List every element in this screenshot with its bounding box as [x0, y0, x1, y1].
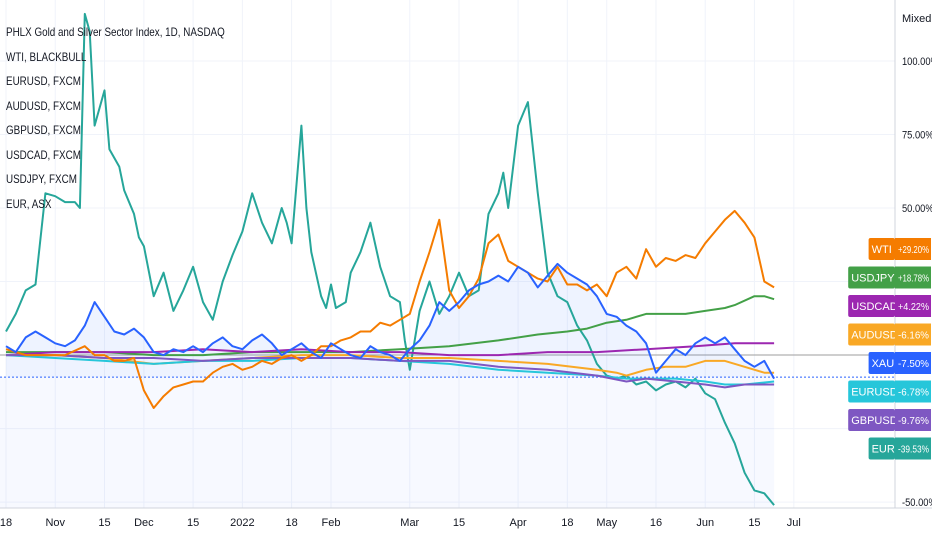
- chart-title[interactable]: PHLX Gold and Silver Sector Index, 1D, N…: [6, 20, 225, 45]
- legend-entry-wti[interactable]: WTI, BLACKBULL: [6, 45, 225, 70]
- scale-mode-label: Mixed: [902, 13, 931, 25]
- price-tag-value: -6.78%: [898, 387, 929, 399]
- x-tick-6: 18: [285, 517, 297, 529]
- price-tag-value: +29.20%: [898, 244, 929, 256]
- legend-entry-usdjpy[interactable]: USDJPY, FXCM: [6, 167, 225, 192]
- price-tag-value: -7.50%: [898, 358, 929, 370]
- price-tag-gbpusd: GBPUSD-9.76%: [848, 409, 931, 431]
- x-tick-12: May: [596, 517, 617, 529]
- price-tag-symbol: WTI: [872, 244, 892, 256]
- y-tick-75: 75.00%: [902, 130, 932, 142]
- x-tick-4: 15: [187, 517, 199, 529]
- x-tick-13: 16: [650, 517, 662, 529]
- legend-entry-eur[interactable]: EUR, ASX: [6, 192, 225, 217]
- price-tag-value: -9.76%: [898, 415, 929, 427]
- price-tag-eur: EUR-39.53%: [869, 438, 931, 460]
- price-tag-usdjpy: USDJPY+18.78%: [848, 267, 931, 289]
- price-tag-symbol: GBPUSD: [851, 415, 898, 427]
- x-tick-1: Nov: [45, 517, 65, 529]
- price-tag-value: -6.16%: [898, 330, 929, 342]
- legend-entry-usdcad[interactable]: USDCAD, FXCM: [6, 143, 225, 168]
- x-tick-11: 18: [561, 517, 573, 529]
- price-tag-value: -39.53%: [898, 444, 929, 456]
- x-tick-9: 15: [453, 517, 465, 529]
- price-tag-wti: WTI +29.20%: [869, 238, 931, 260]
- y-tick-50: 50.00%: [902, 203, 932, 215]
- price-tag-value: +18.78%: [898, 273, 929, 285]
- x-tick-5: 2022: [230, 517, 254, 529]
- price-tag-usdcad: USDCAD+4.22%: [848, 295, 931, 317]
- x-tick-16: Jul: [787, 517, 801, 529]
- x-tick-2: 15: [98, 517, 110, 529]
- y-tick-minus-50: -50.00%: [902, 497, 932, 509]
- price-tag-symbol: XAU: [872, 358, 895, 370]
- price-tag-symbol: AUDUSD: [851, 330, 898, 342]
- x-tick-0: 18: [0, 517, 12, 529]
- xau-area-lower: [0, 377, 774, 508]
- x-tick-8: Mar: [400, 517, 419, 529]
- price-tag-value: +4.22%: [898, 301, 929, 313]
- x-tick-15: 15: [748, 517, 760, 529]
- area-layer: [0, 264, 774, 508]
- x-tick-10: Apr: [510, 517, 527, 529]
- price-tag-xau: XAU-7.50%: [869, 352, 931, 374]
- price-tag-symbol: EURUSD: [851, 387, 898, 399]
- legend-entry-gbpusd[interactable]: GBPUSD, FXCM: [6, 118, 225, 143]
- price-tag-symbol: USDJPY: [851, 273, 895, 285]
- legend-entry-audusd[interactable]: AUDUSD, FXCM: [6, 94, 225, 119]
- legend: PHLX Gold and Silver Sector Index, 1D, N…: [6, 20, 273, 216]
- x-tick-7: Feb: [321, 517, 340, 529]
- price-tag-eurusd: EURUSD-6.78%: [848, 381, 931, 403]
- x-tick-3: Dec: [134, 517, 154, 529]
- price-tag-symbol: EUR: [872, 444, 895, 456]
- price-tag-symbol: USDCAD: [851, 301, 898, 313]
- price-tag-audusd: AUDUSD-6.16%: [848, 324, 931, 346]
- x-tick-14: Jun: [696, 517, 714, 529]
- legend-entry-eurusd[interactable]: EURUSD, FXCM: [6, 69, 225, 94]
- y-tick-100: 100.00%: [902, 56, 932, 68]
